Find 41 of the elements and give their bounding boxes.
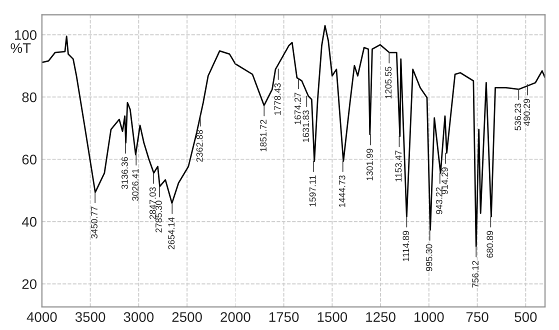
annotation: 2785.30	[155, 200, 162, 232]
annotation: 1674.27	[294, 92, 301, 124]
annotation: 680.89	[486, 230, 494, 258]
x-tick-label: 4000	[26, 312, 57, 322]
annotation: 2654.14	[168, 217, 175, 250]
annotation: 756.12	[472, 260, 479, 288]
x-tick-label: 500	[514, 312, 537, 322]
x-tick-label: 3000	[124, 312, 154, 322]
annotation: 914.29	[442, 167, 448, 194]
annotation: 1444.73	[338, 175, 346, 208]
annotation: 2362.88	[196, 130, 203, 162]
y-axis-title: %T	[10, 43, 31, 53]
annotation: 490.29	[524, 98, 530, 126]
annotation: 1301.99	[366, 148, 373, 180]
x-tick-label: 2000	[220, 312, 250, 322]
annotation: 2847.03	[150, 187, 156, 220]
annotation: 1778.43	[274, 83, 281, 115]
annotation: 1851.72	[260, 120, 267, 152]
annotation: 1631.83	[302, 110, 310, 142]
y-tick-label: 80	[22, 92, 37, 102]
annotation: 3026.41	[132, 168, 139, 201]
x-tick-label: 1250	[366, 312, 396, 322]
x-tick-label: 2500	[172, 312, 202, 322]
annotation: 3136.36	[122, 157, 128, 189]
annotation: 943.22	[436, 187, 442, 214]
annotation: 3450.77	[91, 206, 98, 238]
y-tick-label: 20	[22, 279, 37, 290]
annotation: 1205.55	[385, 66, 392, 98]
x-tick-label: 750	[466, 312, 488, 322]
annotation: 536.23	[514, 104, 522, 130]
annotation: 1153.47	[395, 150, 402, 182]
annotation: 1597.11	[309, 176, 316, 206]
x-tick-label: 1500	[318, 312, 348, 322]
x-tick-label: 1000	[414, 312, 444, 322]
y-tick-label: 60	[22, 154, 37, 164]
x-tick-label: 3500	[75, 312, 106, 322]
y-tick-label: 100	[14, 30, 37, 40]
annotation: 995.30	[426, 244, 432, 272]
y-tick-label: 40	[22, 216, 37, 227]
annotation: 1114.89	[402, 230, 410, 262]
x-tick-label: 1750	[269, 312, 299, 322]
